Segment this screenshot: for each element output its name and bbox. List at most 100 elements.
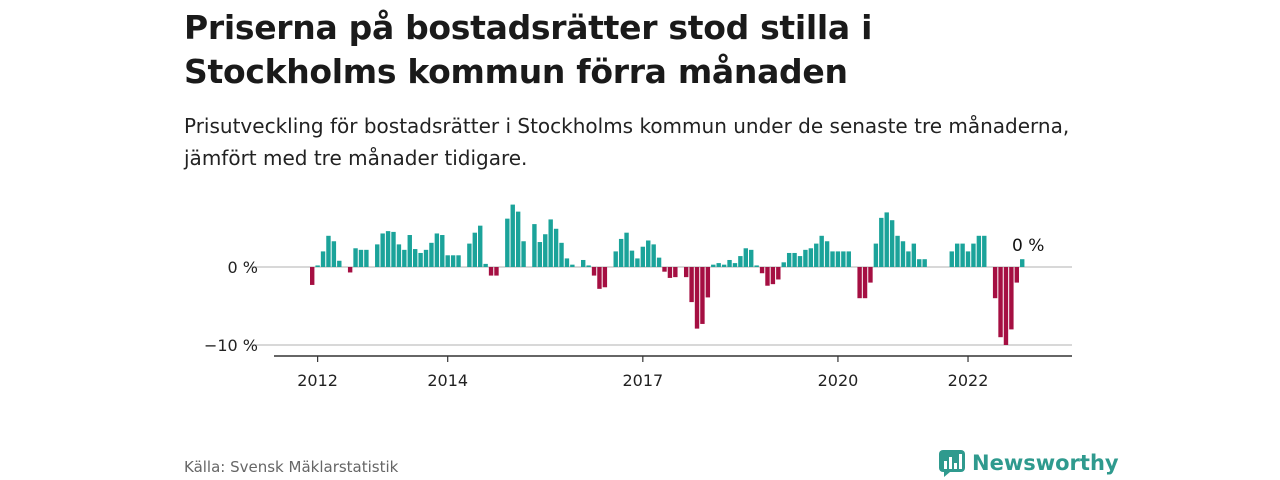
bar bbox=[510, 204, 515, 267]
brand-logo[interactable]: Newsworthy bbox=[938, 449, 1119, 477]
bar bbox=[982, 235, 987, 267]
source-note: Källa: Svensk Mäklarstatistik bbox=[184, 458, 399, 476]
bar bbox=[505, 218, 510, 267]
x-tick-label: 2020 bbox=[818, 371, 859, 390]
bar bbox=[586, 265, 591, 267]
bar bbox=[537, 242, 543, 267]
bar bbox=[337, 260, 342, 267]
bar bbox=[803, 249, 808, 267]
bar bbox=[613, 251, 618, 267]
bar bbox=[629, 250, 635, 267]
bar bbox=[819, 235, 824, 267]
bar bbox=[358, 249, 364, 267]
bar bbox=[450, 255, 456, 267]
bar bbox=[396, 244, 402, 267]
bar bbox=[662, 267, 667, 272]
bar bbox=[651, 244, 656, 267]
bar bbox=[781, 262, 786, 267]
bar bbox=[868, 267, 873, 283]
bar bbox=[895, 235, 900, 267]
bar bbox=[564, 258, 570, 267]
bar bbox=[391, 231, 396, 267]
bar bbox=[559, 242, 564, 267]
bar bbox=[976, 235, 982, 267]
bar bbox=[326, 235, 331, 267]
bar bbox=[456, 255, 461, 267]
bar bbox=[353, 248, 358, 267]
brand-name: Newsworthy bbox=[972, 451, 1119, 475]
bar bbox=[434, 233, 440, 267]
bar bbox=[830, 251, 835, 267]
bar bbox=[824, 241, 830, 267]
bar bbox=[640, 246, 646, 267]
bar bbox=[922, 259, 927, 267]
bar bbox=[331, 241, 337, 267]
bar bbox=[1014, 267, 1019, 283]
bar bbox=[841, 251, 846, 267]
bar bbox=[494, 267, 499, 276]
bar bbox=[683, 267, 689, 278]
chart-title: Priserna på bostadsrätter stod stilla i … bbox=[184, 8, 873, 91]
bar bbox=[814, 243, 819, 267]
bar bbox=[846, 251, 851, 267]
last-value-label: 0 % bbox=[1012, 236, 1044, 256]
bar bbox=[380, 233, 385, 267]
bar bbox=[423, 249, 429, 267]
bar bbox=[581, 259, 586, 267]
bar bbox=[705, 267, 711, 298]
bar bbox=[618, 238, 624, 267]
bar bbox=[472, 232, 477, 267]
bar bbox=[515, 211, 521, 267]
bar bbox=[954, 243, 960, 267]
bar bbox=[445, 255, 450, 267]
bar bbox=[835, 251, 841, 267]
bar bbox=[759, 267, 765, 274]
bar bbox=[656, 257, 662, 267]
y-tick-label: 0 % bbox=[228, 258, 258, 277]
bar bbox=[402, 249, 407, 267]
bar bbox=[548, 219, 553, 267]
bar bbox=[873, 243, 879, 267]
bar bbox=[673, 267, 678, 278]
bar bbox=[407, 235, 412, 267]
bar bbox=[429, 242, 434, 267]
bar-chart: 0 % −10 % 2012 2014 2017 2020 2022 0 % bbox=[204, 204, 1072, 390]
bar bbox=[992, 267, 998, 299]
bar bbox=[689, 267, 694, 303]
bar bbox=[478, 225, 483, 267]
bar bbox=[786, 252, 792, 267]
x-tick-label: 2022 bbox=[948, 371, 989, 390]
x-tick-label: 2014 bbox=[427, 371, 468, 390]
bar bbox=[375, 244, 380, 267]
bar bbox=[879, 217, 884, 267]
bar bbox=[418, 252, 423, 267]
bar bbox=[808, 248, 814, 267]
bar bbox=[597, 267, 602, 289]
bar bbox=[310, 267, 315, 285]
bar bbox=[521, 241, 526, 267]
bar bbox=[591, 267, 597, 276]
bar bbox=[792, 252, 797, 267]
bar bbox=[906, 251, 911, 267]
bar bbox=[754, 265, 759, 267]
bar bbox=[412, 249, 418, 267]
bar bbox=[960, 243, 965, 267]
bar bbox=[770, 267, 776, 285]
bar bbox=[1009, 267, 1014, 330]
bar bbox=[732, 263, 738, 267]
bar bbox=[1020, 259, 1025, 267]
bar bbox=[320, 251, 326, 267]
bar bbox=[602, 267, 608, 288]
bar bbox=[797, 256, 803, 267]
bar bbox=[543, 234, 548, 267]
bar bbox=[857, 267, 862, 299]
bar bbox=[721, 264, 727, 267]
x-tick-label: 2017 bbox=[622, 371, 663, 390]
x-tick-label: 2012 bbox=[297, 371, 338, 390]
bar bbox=[532, 224, 537, 267]
bar bbox=[315, 265, 320, 267]
bar bbox=[467, 243, 472, 267]
bar bbox=[385, 231, 391, 267]
bar bbox=[694, 267, 700, 329]
bar bbox=[965, 251, 971, 267]
